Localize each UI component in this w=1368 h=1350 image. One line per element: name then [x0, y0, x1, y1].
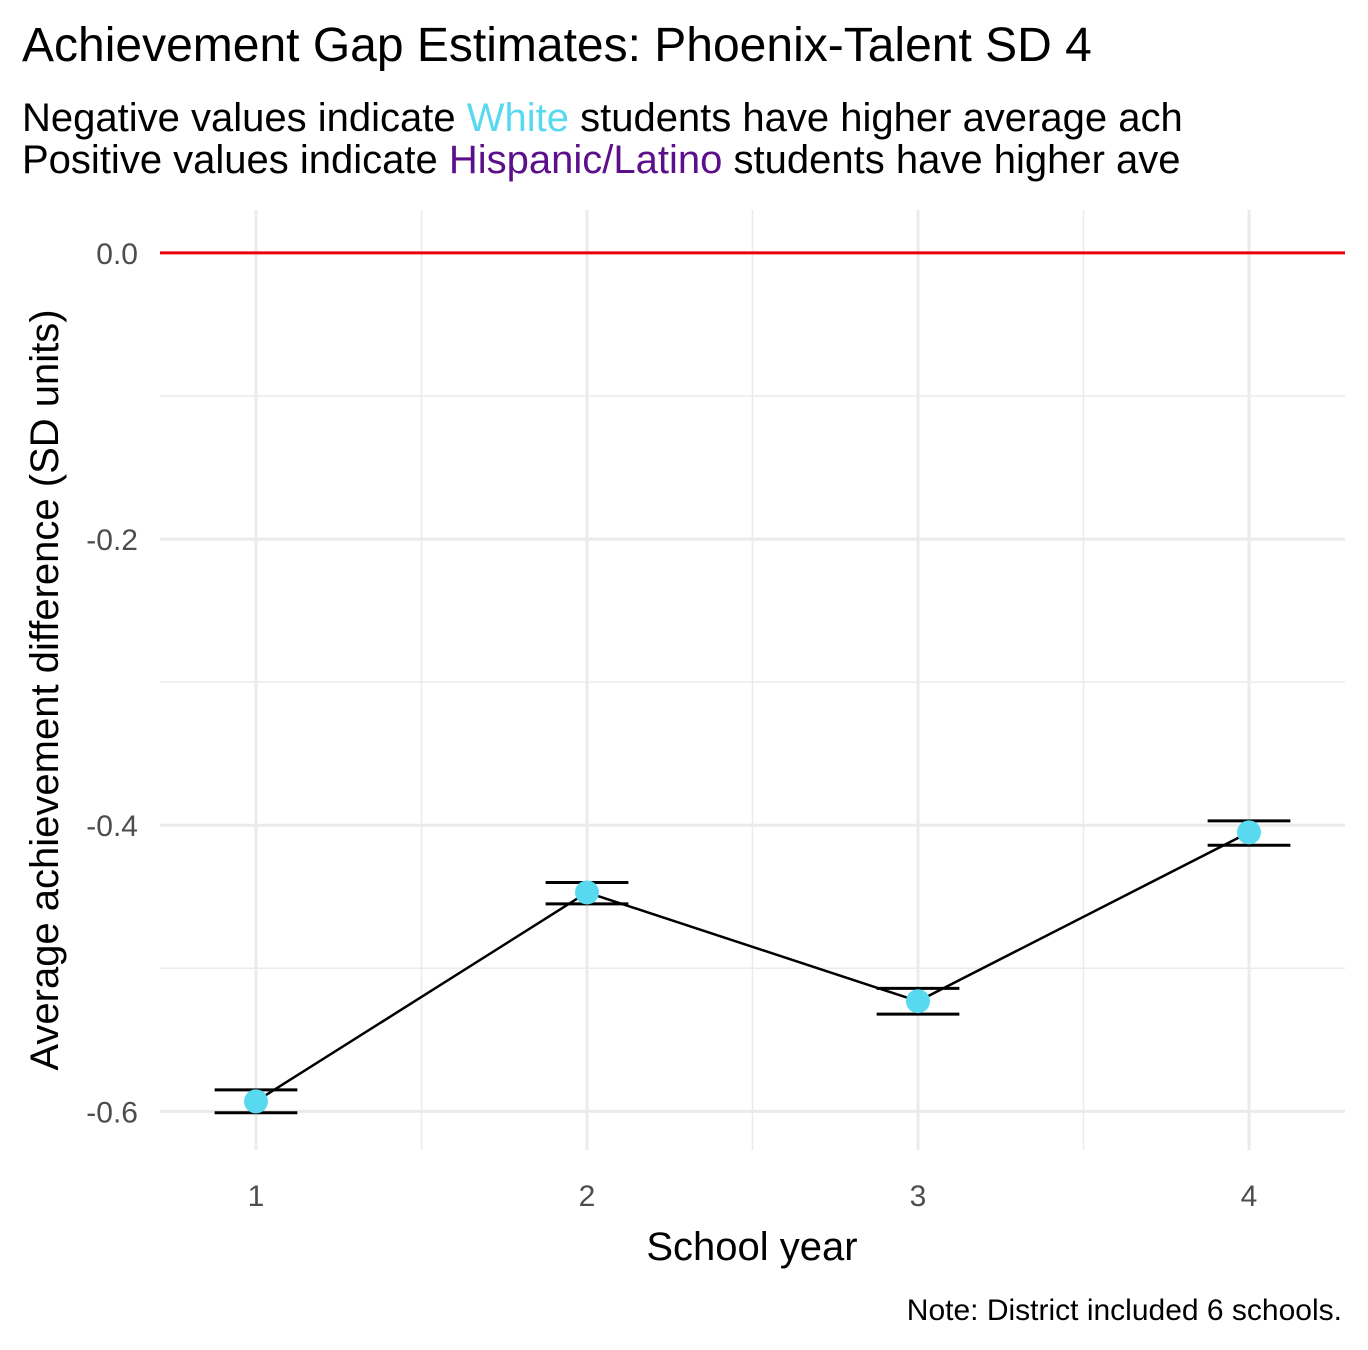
subtitle-2-before: Positive values indicate — [22, 138, 449, 182]
y-tick-label-3: -0.4 — [86, 810, 138, 843]
y-axis-title: Average achievement difference (SD units… — [23, 309, 67, 1070]
line-segment-2 — [586, 891, 919, 1003]
data-point-4 — [1237, 820, 1262, 845]
subtitle-2-after: students have higher ave — [722, 138, 1181, 182]
series-lines — [255, 831, 1250, 1103]
x-axis-tick-labels: 1 2 3 4 — [248, 1180, 1258, 1213]
subtitle-1-after: students have higher average ach — [568, 96, 1183, 140]
subtitle-1-highlight-white: White — [466, 96, 569, 140]
line-segment-1 — [255, 891, 588, 1103]
x-tick-label-1: 1 — [248, 1180, 265, 1213]
subtitle-line-1: Negative values indicate White students … — [22, 98, 1183, 138]
data-points — [243, 820, 1262, 1114]
x-tick-label-3: 3 — [910, 1180, 927, 1213]
subtitle-1-before: Negative values indicate — [22, 96, 467, 140]
x-tick-label-4: 4 — [1241, 1180, 1258, 1213]
data-point-1 — [243, 1089, 268, 1114]
x-axis-title: School year — [646, 1225, 857, 1269]
line-segment-3 — [917, 831, 1250, 1003]
caption-note: Note: District included 6 schools. — [907, 1294, 1342, 1327]
data-point-2 — [574, 880, 599, 905]
y-tick-label-1: 0.0 — [96, 238, 138, 271]
chart-title: Achievement Gap Estimates: Phoenix-Talen… — [22, 19, 1092, 72]
major-gridlines — [160, 210, 1345, 1150]
minor-gridlines — [160, 210, 1345, 1150]
data-point-3 — [906, 989, 931, 1014]
y-axis-tick-labels: 0.0 -0.2 -0.4 -0.6 — [86, 238, 138, 1129]
subtitle-2-highlight-hispanic: Hispanic/Latino — [448, 138, 723, 182]
x-tick-label-2: 2 — [579, 1180, 596, 1213]
subtitle-line-2: Positive values indicate Hispanic/Latino… — [22, 140, 1181, 180]
y-tick-label-4: -0.6 — [86, 1096, 138, 1129]
y-tick-label-2: -0.2 — [86, 524, 138, 557]
